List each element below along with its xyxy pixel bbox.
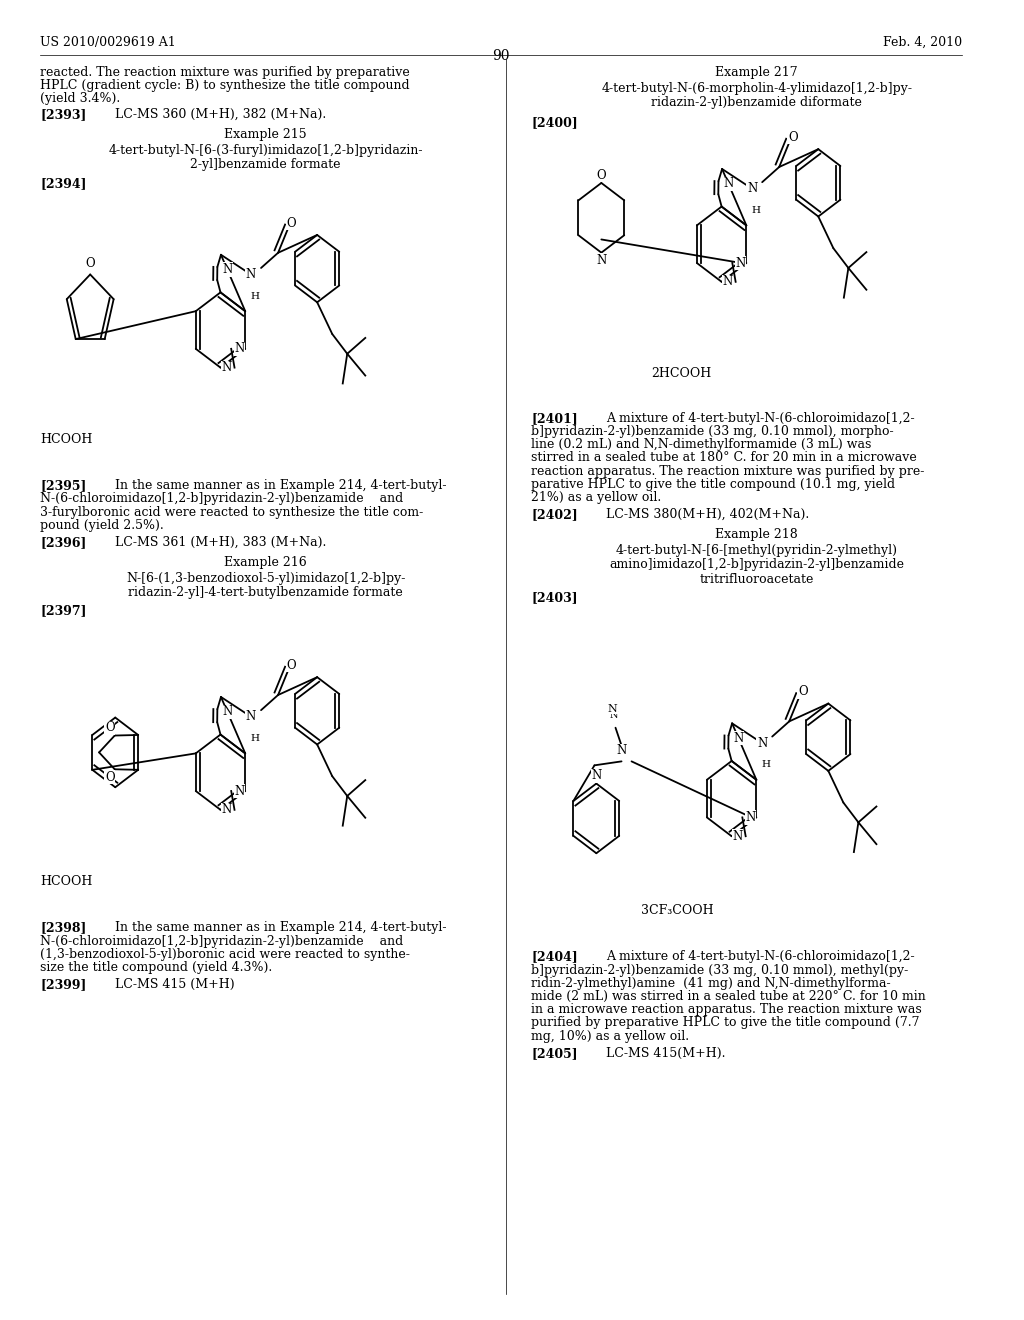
Text: mide (2 mL) was stirred in a sealed tube at 220° C. for 10 min: mide (2 mL) was stirred in a sealed tube… [531,990,926,1003]
Text: b]pyridazin-2-yl)benzamide (33 mg, 0.10 mmol), methyl(py-: b]pyridazin-2-yl)benzamide (33 mg, 0.10 … [531,964,908,977]
Text: [2398]: [2398] [40,921,86,935]
Text: N: N [234,342,245,355]
Text: O: O [287,659,296,672]
Text: [2405]: [2405] [531,1047,578,1060]
Text: A mixture of 4-tert-butyl-N-(6-chloroimidazo[1,2-: A mixture of 4-tert-butyl-N-(6-chloroimi… [606,412,915,425]
Text: LC-MS 361 (M+H), 383 (M+Na).: LC-MS 361 (M+H), 383 (M+Na). [116,536,327,549]
Text: [2400]: [2400] [531,116,578,129]
Text: Example 215: Example 215 [224,128,307,141]
Text: O: O [597,169,606,182]
Text: N: N [733,731,743,744]
Text: O: O [85,257,95,271]
Text: LC-MS 415(M+H).: LC-MS 415(M+H). [606,1047,726,1060]
Text: pound (yield 2.5%).: pound (yield 2.5%). [40,519,164,532]
Text: ridin-2-ylmethyl)amine  (41 mg) and N,N-dimethylforma-: ridin-2-ylmethyl)amine (41 mg) and N,N-d… [531,977,891,990]
Text: N-(6-chloroimidazo[1,2-b]pyridazin-2-yl)benzamide    and: N-(6-chloroimidazo[1,2-b]pyridazin-2-yl)… [40,492,403,506]
Text: 4-tert-butyl-N-[6-[methyl(pyridin-2-ylmethyl): 4-tert-butyl-N-[6-[methyl(pyridin-2-ylme… [615,544,898,557]
Text: [2394]: [2394] [40,177,87,190]
Text: (yield 3.4%).: (yield 3.4%). [40,92,121,106]
Text: N: N [591,770,601,783]
Text: N: N [732,830,742,842]
Text: (1,3-benzodioxol-5-yl)boronic acid were reacted to synthe-: (1,3-benzodioxol-5-yl)boronic acid were … [40,948,410,961]
Text: N: N [723,177,733,190]
Text: [2397]: [2397] [40,605,87,618]
Text: N: N [723,276,733,288]
Text: N: N [234,784,245,797]
Text: tritrifluoroacetate: tritrifluoroacetate [699,573,814,586]
Text: [2393]: [2393] [40,108,86,121]
Text: O: O [104,771,115,784]
Text: stirred in a sealed tube at 180° C. for 20 min in a microwave: stirred in a sealed tube at 180° C. for … [531,451,916,465]
Text: O: O [787,131,798,144]
Text: parative HPLC to give the title compound (10.1 mg, yield: parative HPLC to give the title compound… [531,478,895,491]
Text: N: N [221,804,231,816]
Text: [2403]: [2403] [531,591,578,605]
Text: N: N [748,182,758,195]
Text: reacted. The reaction mixture was purified by preparative: reacted. The reaction mixture was purifi… [40,66,410,79]
Text: N: N [221,362,231,374]
Text: [2396]: [2396] [40,536,86,549]
Text: O: O [798,685,808,698]
Text: 3-furylboronic acid were reacted to synthesize the title com-: 3-furylboronic acid were reacted to synt… [40,506,423,519]
Text: N: N [222,705,232,718]
Text: Example 218: Example 218 [716,528,798,541]
Text: H: H [762,760,771,770]
Text: 4-tert-butyl-N-(6-morpholin-4-ylimidazo[1,2-b]py-: 4-tert-butyl-N-(6-morpholin-4-ylimidazo[… [601,82,912,95]
Text: [2399]: [2399] [40,978,86,991]
Text: N: N [745,810,756,824]
Text: O: O [287,216,296,230]
Text: 90: 90 [493,49,510,63]
Text: mg, 10%) as a yellow oil.: mg, 10%) as a yellow oil. [531,1030,689,1043]
Text: LC-MS 380(M+H), 402(M+Na).: LC-MS 380(M+H), 402(M+Na). [606,508,810,521]
Text: Feb. 4, 2010: Feb. 4, 2010 [883,36,963,49]
Text: LC-MS 415 (M+H): LC-MS 415 (M+H) [116,978,234,991]
Text: HCOOH: HCOOH [40,433,92,446]
Text: N: N [757,737,767,750]
Text: Example 216: Example 216 [224,556,307,569]
Text: [2404]: [2404] [531,950,578,964]
Text: N: N [609,710,617,719]
Text: N: N [246,710,256,723]
Text: US 2010/0029619 A1: US 2010/0029619 A1 [40,36,176,49]
Text: N: N [246,268,256,281]
Text: HPLC (gradient cycle: B) to synthesize the title compound: HPLC (gradient cycle: B) to synthesize t… [40,79,410,92]
Text: 21%) as a yellow oil.: 21%) as a yellow oil. [531,491,662,504]
Text: b]pyridazin-2-yl)benzamide (33 mg, 0.10 mmol), morpho-: b]pyridazin-2-yl)benzamide (33 mg, 0.10 … [531,425,894,438]
Text: LC-MS 360 (M+H), 382 (M+Na).: LC-MS 360 (M+H), 382 (M+Na). [116,108,327,121]
Text: HCOOH: HCOOH [40,875,92,888]
Text: amino]imidazo[1,2-b]pyridazin-2-yl]benzamide: amino]imidazo[1,2-b]pyridazin-2-yl]benza… [609,558,904,572]
Text: ridazin-2-yl)benzamide diformate: ridazin-2-yl)benzamide diformate [651,96,862,110]
Text: 4-tert-butyl-N-[6-(3-furyl)imidazo[1,2-b]pyridazin-: 4-tert-butyl-N-[6-(3-furyl)imidazo[1,2-b… [109,144,423,157]
Text: [2402]: [2402] [531,508,578,521]
Text: N: N [607,704,617,714]
Text: line (0.2 mL) and N,N-dimethylformamide (3 mL) was: line (0.2 mL) and N,N-dimethylformamide … [531,438,871,451]
Text: H: H [251,292,259,301]
Text: N: N [596,253,606,267]
Text: [2395]: [2395] [40,479,86,492]
Text: 2-yl]benzamide formate: 2-yl]benzamide formate [190,158,341,172]
Text: N-(6-chloroimidazo[1,2-b]pyridazin-2-yl)benzamide    and: N-(6-chloroimidazo[1,2-b]pyridazin-2-yl)… [40,935,403,948]
Text: In the same manner as in Example 214, 4-tert-butyl-: In the same manner as in Example 214, 4-… [116,479,446,492]
Text: size the title compound (yield 4.3%).: size the title compound (yield 4.3%). [40,961,272,974]
Text: H: H [251,734,259,743]
Text: reaction apparatus. The reaction mixture was purified by pre-: reaction apparatus. The reaction mixture… [531,465,925,478]
Text: Example 217: Example 217 [716,66,798,79]
Text: [2401]: [2401] [531,412,578,425]
Text: in a microwave reaction apparatus. The reaction mixture was: in a microwave reaction apparatus. The r… [531,1003,922,1016]
Text: N: N [222,263,232,276]
Text: H: H [752,206,761,215]
Text: N: N [735,256,745,269]
Text: 2HCOOH: 2HCOOH [651,367,712,380]
Text: purified by preparative HPLC to give the title compound (7.7: purified by preparative HPLC to give the… [531,1016,920,1030]
Text: N: N [616,744,627,758]
Text: 3CF₃COOH: 3CF₃COOH [641,904,714,917]
Text: In the same manner as in Example 214, 4-tert-butyl-: In the same manner as in Example 214, 4-… [116,921,446,935]
Text: O: O [104,721,115,734]
Text: A mixture of 4-tert-butyl-N-(6-chloroimidazo[1,2-: A mixture of 4-tert-butyl-N-(6-chloroimi… [606,950,915,964]
Text: N-[6-(1,3-benzodioxol-5-yl)imidazo[1,2-b]py-: N-[6-(1,3-benzodioxol-5-yl)imidazo[1,2-b… [126,572,406,585]
Text: ridazin-2-yl]-4-tert-butylbenzamide formate: ridazin-2-yl]-4-tert-butylbenzamide form… [128,586,403,599]
